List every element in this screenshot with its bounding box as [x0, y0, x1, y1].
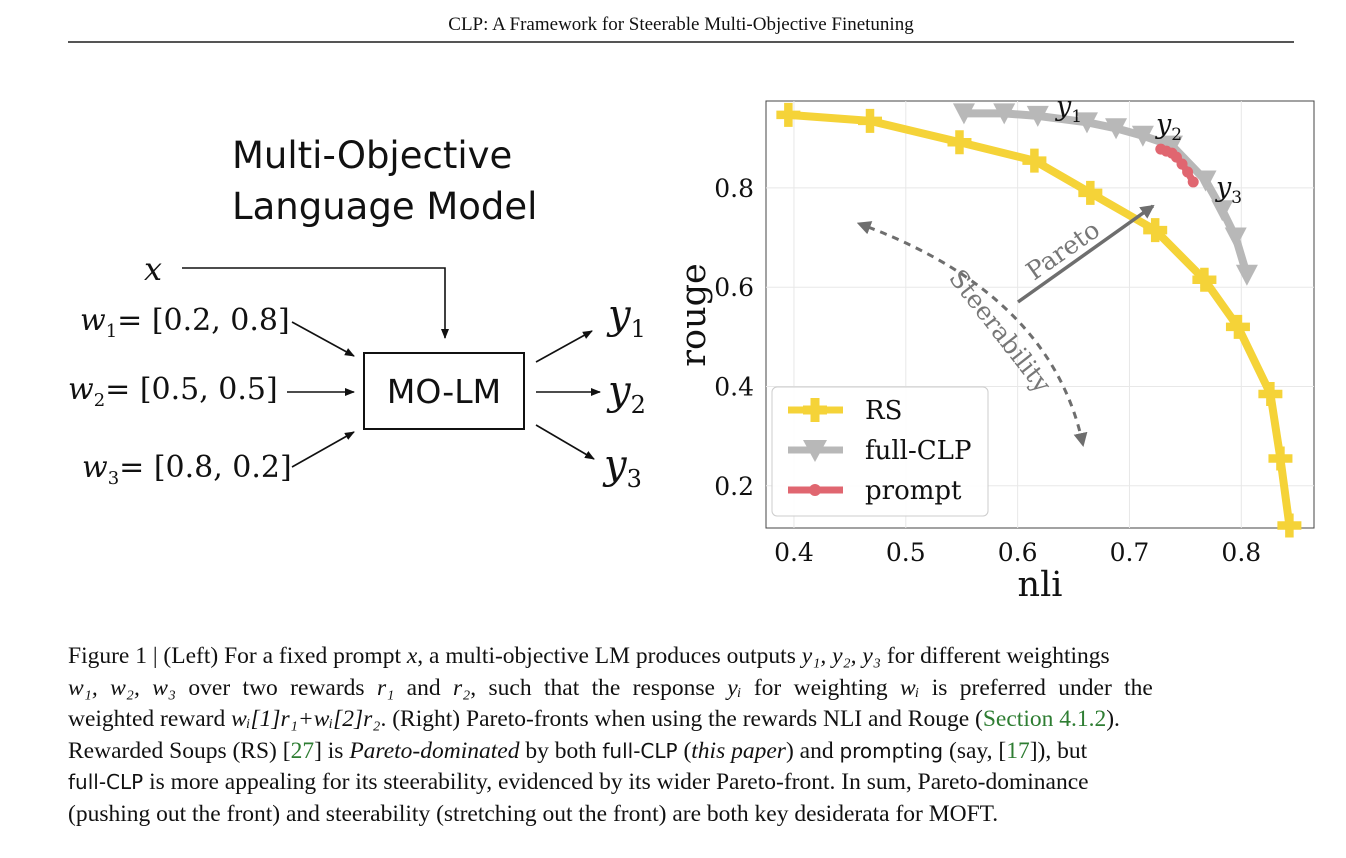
annotation-y1: y1	[1055, 91, 1082, 127]
marker-rs-10	[1277, 513, 1302, 538]
legend-item-full-clp: full-CLP	[788, 436, 971, 466]
marker-rs-8	[1258, 381, 1283, 406]
output-y3-label: y3	[604, 442, 642, 493]
arrow-x-to-model	[182, 267, 449, 339]
annotation-y3: y3	[1215, 172, 1242, 208]
marker-full-clp-8	[1211, 200, 1234, 222]
marker-full-clp-0	[952, 103, 975, 125]
header-rule	[68, 41, 1294, 43]
marker-rs-6	[1192, 267, 1217, 292]
marker-prompt-4	[1176, 158, 1188, 170]
legend-item-prompt: prompt	[788, 476, 962, 506]
running-header: CLP: A Framework for Steerable Multi-Obj…	[448, 14, 914, 35]
marker-rs-9	[1268, 446, 1293, 471]
diagram-title-line1: Multi-Objective	[232, 134, 513, 177]
x-tick-label-3: 0.7	[1110, 538, 1150, 567]
marker-prompt-5	[1182, 166, 1194, 178]
arrow-w3-to-model	[291, 431, 355, 468]
steerability-arrow	[856, 221, 1088, 447]
y-tick-label-1: 0.4	[714, 372, 754, 401]
marker-full-clp-5	[1131, 125, 1154, 147]
y-tick-label-3: 0.8	[714, 174, 754, 203]
caption-line-6: (pushing out the front) and steerability…	[68, 800, 999, 827]
marker-rs-1	[858, 108, 883, 133]
x-tick-label-2: 0.6	[998, 538, 1038, 567]
y-tick-label-0: 0.2	[714, 472, 754, 501]
marker-full-clp-10	[1235, 264, 1258, 286]
marker-rs-7	[1225, 314, 1250, 339]
arrow-w1-to-model	[291, 321, 355, 357]
caption-line-1: Figure 1 | (Left) For a fixed prompt x, …	[68, 643, 1110, 669]
chart-legend: RS full-CLP prompt	[771, 386, 989, 517]
caption-line-2: w₁, w₂, w₃ over two rewards r₁ and r₂, s…	[68, 674, 1153, 701]
figure-caption: Figure 1 | (Left) For a fixed prompt x, …	[68, 641, 1294, 830]
x-axis-label: nli	[1018, 565, 1063, 605]
weight-3-label: w3= [0.8, 0.2]	[82, 450, 292, 489]
series-layer	[776, 102, 1302, 538]
marker-full-clp-4	[1105, 118, 1128, 140]
arrow-model-to-y3	[535, 424, 595, 460]
legend-item-rs: RS	[788, 396, 902, 426]
citation-link-27[interactable]: 27	[290, 737, 315, 764]
pareto-chart: Pareto Steerability y1 y2 y3 RS full-CLP…	[674, 91, 1315, 605]
weight-1-label: w1= [0.2, 0.8]	[80, 303, 290, 342]
section-link[interactable]: Section 4.1.2	[982, 706, 1107, 732]
legend-label-full-clp: full-CLP	[865, 436, 971, 466]
caption-line-5: full-CLP is more appealing for its steer…	[68, 769, 1089, 795]
marker-prompt-6	[1187, 176, 1199, 188]
marker-rs-5	[1143, 218, 1168, 243]
legend-label-prompt: prompt	[865, 476, 962, 506]
input-x-label: x	[144, 250, 163, 288]
x-tick-label-0: 0.4	[774, 538, 814, 567]
diagram-arrows	[182, 267, 601, 468]
marker-full-clp-7	[1194, 170, 1217, 192]
weight-2-label: w2= [0.5, 0.5]	[68, 372, 278, 411]
y-tick-label-2: 0.6	[714, 273, 754, 302]
annotation-y2: y2	[1155, 109, 1182, 145]
tick-labels: 0.4 0.5 0.6 0.7 0.8 0.2 0.4 0.6 0.8	[714, 174, 1261, 567]
x-tick-label-4: 0.8	[1221, 538, 1261, 567]
marker-rs-4	[1078, 180, 1103, 205]
x-tick-label-1: 0.5	[886, 538, 926, 567]
arrow-model-to-y1	[535, 330, 593, 363]
marker-full-clp-9	[1224, 227, 1247, 249]
marker-full-clp-6	[1160, 135, 1183, 157]
citation-link-17[interactable]: 17	[1006, 737, 1030, 764]
caption-line-4: Rewarded Soups (RS) [27] is Pareto-domin…	[68, 737, 1088, 764]
diagram-title: Multi-Objective Language Model	[232, 130, 537, 232]
mo-lm-label: MO-LM	[386, 371, 502, 411]
marker-rs-3	[1022, 148, 1047, 173]
output-y2-label: y2	[608, 368, 646, 419]
y-axis-label: rouge	[674, 263, 714, 366]
diagram-title-line2: Language Model	[232, 185, 538, 228]
marker-full-clp-2	[1026, 105, 1049, 127]
marker-rs-2	[947, 130, 972, 155]
legend-label-rs: RS	[865, 396, 902, 426]
caption-line-3: weighted reward wᵢ[1]r₁+wᵢ[2]r₂. (Right)…	[68, 706, 1120, 732]
output-y1-label: y1	[608, 292, 646, 343]
marker-full-clp-3	[1075, 112, 1098, 134]
marker-rs-0	[776, 102, 801, 127]
mo-lm-box: MO-LM	[363, 352, 525, 430]
marker-full-clp-1	[993, 103, 1016, 125]
